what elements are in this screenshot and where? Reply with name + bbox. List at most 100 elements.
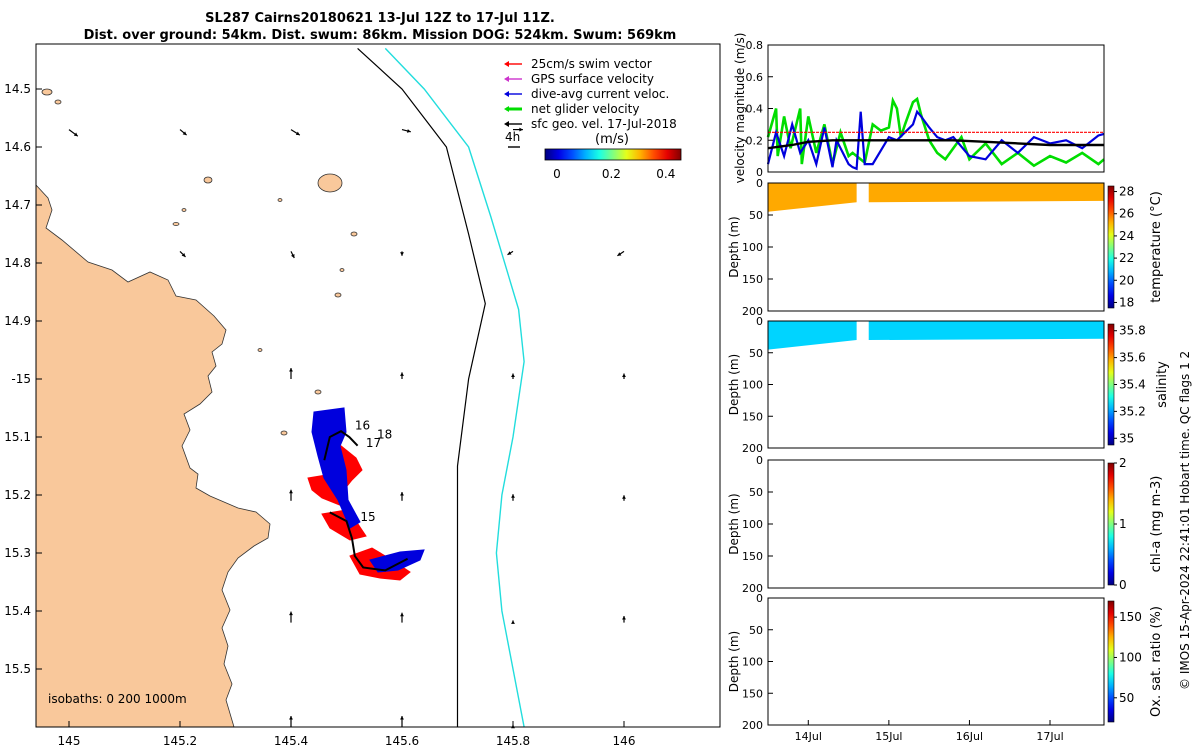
map-axes-frame	[35, 43, 721, 728]
arrow-head	[289, 611, 293, 616]
velocity-y-tick-label: 0.2	[746, 134, 764, 147]
legend-entry: 25cm/s swim vector	[504, 57, 652, 71]
section-colorbar-tick-label: 35.2	[1119, 404, 1146, 418]
velocity-series-line	[767, 139, 1104, 150]
island	[334, 292, 342, 298]
legend-entry: net glider velocity	[504, 102, 639, 116]
legend-entry: sfc geo. vel. 17-Jul-2018	[504, 117, 677, 131]
velocity-y-tick-label: 0	[756, 166, 763, 179]
time-x-tick-label: 14Jul	[795, 730, 822, 743]
section-y-tick-label: 50	[749, 209, 763, 222]
section-y-tick-label: 100	[742, 656, 763, 669]
arrow-head	[289, 716, 293, 720]
section-colorbar-tick-label: 1	[1119, 517, 1127, 531]
section-y-axis-label: Depth (m)	[727, 631, 741, 692]
section-background	[768, 598, 1104, 725]
section-y-tick-label: 0	[756, 454, 763, 467]
map-y-tick-label: 14.6	[4, 140, 31, 154]
section-colorbar-label: temperature (°C)	[1149, 191, 1164, 303]
map-y-tick-label: 14.9	[4, 314, 31, 328]
track-day-label: 18	[377, 428, 392, 442]
legend-arrowhead	[504, 91, 509, 97]
section-colorbar	[1107, 600, 1115, 723]
sfc-geo-velocity-arrow	[290, 251, 295, 259]
map-y-tick-label: 14.7	[4, 198, 31, 212]
section-colorbar-tick-label: 18	[1119, 295, 1134, 309]
arrow-head	[622, 373, 626, 378]
dive-avg-current-fan	[311, 407, 425, 573]
arrow-head	[511, 494, 515, 498]
arrow-head	[400, 492, 404, 496]
arrow-head	[400, 612, 404, 617]
section-y-tick-label: 0	[756, 315, 763, 328]
colorbar-tick-label: 0	[553, 167, 561, 181]
island	[172, 222, 180, 226]
map-y-tick-label: 15.4	[4, 604, 31, 618]
sfc-geo-velocity-arrow	[511, 373, 515, 379]
arrow-head	[622, 616, 626, 620]
section-y-tick-label: 150	[742, 410, 763, 423]
section-y-tick-label: 200	[742, 442, 763, 455]
arrow-head	[622, 495, 626, 499]
arrow-head	[400, 372, 404, 376]
sfc-geo-velocity-arrow	[513, 127, 523, 132]
glider-track-line	[329, 511, 409, 572]
map-y-tick-label: 15.5	[4, 662, 31, 676]
section-data-fill	[868, 321, 1104, 341]
section-y-tick-label: 0	[756, 592, 763, 605]
section-colorbar-tick-label: 24	[1119, 229, 1134, 243]
arrow-head	[617, 252, 622, 256]
island	[350, 231, 358, 237]
arrow-head	[73, 132, 78, 137]
section-colorbar-label: Ox. sat. ratio (%)	[1149, 606, 1164, 717]
time-x-tick-label: 16Jul	[956, 730, 983, 743]
map-x-tick-label: 145	[58, 734, 81, 748]
legend-label: GPS surface velocity	[531, 72, 654, 86]
legend-entry: dive-avg current veloc.	[504, 87, 669, 101]
island	[54, 99, 62, 105]
section-background	[768, 460, 1104, 588]
isobath-label: isobaths: 0 200 1000m	[48, 692, 187, 706]
sfc-geo-velocity-arrow	[617, 250, 625, 257]
glider-track-north-line	[323, 430, 359, 461]
land-mass	[35, 183, 271, 728]
section-data-fill	[868, 183, 1104, 203]
legend-arrowhead	[504, 61, 509, 67]
arrow-head	[182, 131, 187, 136]
time-x-tick-label: 17Jul	[1036, 730, 1063, 743]
section-y-tick-label: 200	[742, 582, 763, 595]
arrow-head	[519, 127, 523, 132]
map-x-tick-label: 145.6	[385, 734, 419, 748]
section-y-tick-label: 100	[742, 518, 763, 531]
legend-entry: GPS surface velocity	[504, 72, 654, 86]
arrow-head	[400, 252, 404, 256]
sfc-geo-velocity-arrow	[400, 251, 404, 256]
title-line-1: SL287 Cairns20180621 13-Jul 12Z to 17-Ju…	[205, 11, 555, 26]
legend-label: 25cm/s swim vector	[531, 57, 652, 71]
isobath-1000m-line	[384, 47, 525, 728]
arrow-head	[181, 253, 186, 257]
legend-label: net glider velocity	[531, 102, 639, 116]
section-colorbar-label: chl-a (mg m-3)	[1149, 476, 1164, 573]
arrow-head	[511, 373, 515, 378]
isobath-200m-line	[357, 47, 486, 727]
oxygen-section: 0 50 100 150 200 Depth (m) 50 100 150 Ox. sat. ra…	[727, 592, 1164, 743]
map-y-tick-label: 15.3	[4, 546, 31, 560]
sfc-geo-velocity-arrow	[289, 368, 293, 379]
island	[314, 389, 322, 395]
legend-label: sfc geo. vel. 17-Jul-2018	[531, 117, 677, 131]
section-y-tick-label: 50	[749, 624, 763, 637]
map-x-tick-label: 145.4	[274, 734, 308, 748]
track-day-label: 17	[366, 436, 381, 450]
legend-arrowhead	[504, 121, 509, 127]
section-colorbar-tick-label: 0	[1119, 578, 1127, 592]
sfc-geo-velocity-arrow	[622, 373, 626, 379]
section-y-tick-label: 150	[742, 550, 763, 563]
section-colorbar-tick-label: 26	[1119, 207, 1134, 221]
velocity-y-tick-label: 0.8	[746, 39, 764, 52]
legend-arrowhead	[504, 106, 509, 112]
